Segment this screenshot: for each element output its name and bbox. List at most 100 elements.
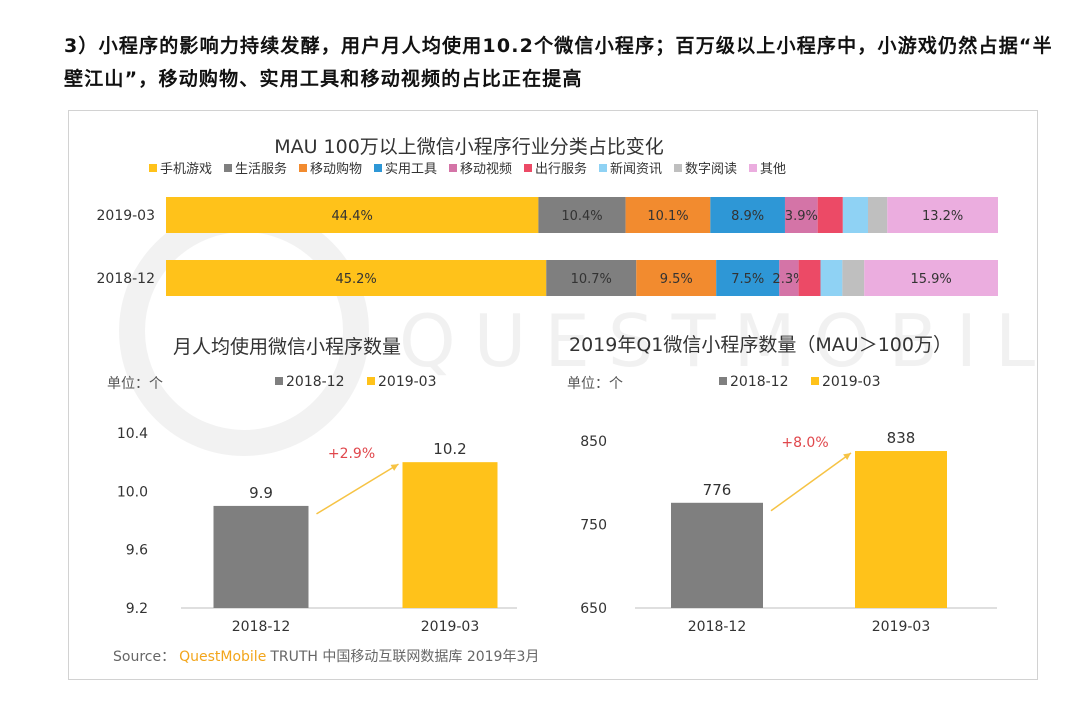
stacked-data-label: 13.2%	[922, 209, 963, 224]
stacked-segment	[842, 197, 868, 233]
column-value-label: 838	[887, 429, 916, 447]
stacked-category-label: 2019-03	[97, 208, 156, 224]
chart-panel: QUESTMOBILE MAU 100万以上微信小程序行业分类占比变化 手机游戏…	[68, 110, 1080, 680]
stacked-segment	[779, 260, 799, 296]
stacked-segment	[716, 260, 780, 296]
legend-swatch	[599, 164, 607, 172]
legend-label: 出行服务	[535, 161, 587, 177]
legend-swatch	[524, 164, 532, 172]
legend-swatch	[811, 377, 819, 385]
source-label: Source：	[113, 649, 175, 665]
stacked-data-label: 2.3%	[772, 272, 805, 287]
mini-program-count-chart-title: 2019年Q1微信小程序数量（MAU＞100万）	[569, 334, 952, 356]
legend-label: 2018-12	[730, 374, 789, 390]
stacked-segment	[784, 197, 818, 233]
legend-label: 其他	[760, 162, 786, 177]
growth-label: +8.0%	[781, 435, 828, 451]
monthly-usage-chart: 2018-12 2019-03 9.2 9.6 10.0 10.4 9.9 2018-12 10…	[117, 374, 517, 635]
legend-swatch	[367, 377, 375, 385]
growth-arrow-head-icon	[390, 464, 399, 471]
legend-swatch	[299, 164, 307, 172]
mini-program-count-chart: 2018-12 2019-03 650 750 850 776 2018-12 838 2019…	[580, 374, 997, 635]
column-value-label: 9.9	[249, 484, 273, 502]
stacked-segment	[636, 260, 717, 296]
watermark-logo-icon	[119, 206, 369, 456]
source-text: TRUTH 中国移动互联网数据库 2019年3月	[269, 649, 539, 665]
column-bar	[402, 462, 498, 608]
stacked-data-label: 10.4%	[561, 209, 602, 224]
stacked-segment	[798, 260, 821, 296]
stacked-segment	[710, 197, 785, 233]
growth-arrow-head-icon	[843, 453, 851, 461]
stacked-category-label: 2018-12	[97, 271, 156, 287]
stacked-segment	[166, 197, 539, 233]
stacked-segment	[887, 197, 998, 233]
legend-swatch	[374, 164, 382, 172]
column-bar	[671, 502, 763, 608]
column-bar	[213, 505, 309, 608]
stacked-segment	[820, 260, 843, 296]
source-brand: QuestMobile	[179, 649, 266, 665]
y-tick-label: 850	[580, 434, 607, 450]
y-tick-label: 10.4	[117, 426, 148, 442]
legend-label: 生活服务	[235, 161, 287, 177]
x-category-label: 2018-12	[688, 619, 747, 635]
legend-swatch	[674, 164, 682, 172]
legend-label: 2019-03	[822, 374, 881, 390]
growth-label: +2.9%	[328, 446, 375, 462]
stacked-chart-title: MAU 100万以上微信小程序行业分类占比变化	[274, 136, 664, 158]
legend-label: 数字阅读	[685, 162, 737, 177]
y-tick-label: 650	[580, 601, 607, 617]
stacked-segment	[842, 260, 865, 296]
legend-label: 新闻资讯	[610, 161, 662, 177]
source-line: Source： QuestMobile TRUTH 中国移动互联网数据库 2019年…	[113, 649, 539, 665]
stacked-segment	[864, 260, 998, 296]
stacked-segment	[625, 197, 711, 233]
stacked-data-label: 8.9%	[731, 209, 764, 224]
stacked-data-label: 10.7%	[571, 272, 612, 287]
x-category-label: 2019-03	[872, 619, 931, 635]
stacked-segment	[538, 197, 626, 233]
growth-arrow-line	[316, 463, 399, 515]
y-tick-label: 9.6	[126, 543, 148, 559]
watermark: QUESTMOBILE	[119, 206, 1080, 456]
x-category-label: 2019-03	[421, 619, 480, 635]
y-tick-label: 9.2	[126, 601, 148, 617]
y-tick-label: 750	[580, 518, 607, 534]
growth-arrow-line	[770, 452, 852, 512]
legend-label: 2019-03	[378, 374, 437, 390]
stacked-data-label: 45.2%	[335, 272, 376, 287]
stacked-data-label: 15.9%	[910, 272, 951, 287]
monthly-usage-chart-title: 月人均使用微信小程序数量	[173, 336, 401, 358]
legend-label: 移动视频	[460, 162, 512, 177]
legend-swatch	[749, 164, 757, 172]
headline: 3）小程序的影响力持续发酵，用户月人均使用10.2个微信小程序；百万级以上小程序…	[64, 35, 1053, 90]
legend-swatch	[449, 164, 457, 172]
column-value-label: 10.2	[433, 440, 466, 458]
stacked-data-label: 3.9%	[785, 209, 818, 224]
column-value-label: 776	[703, 481, 732, 499]
y-tick-label: 10.0	[117, 484, 148, 500]
monthly-usage-unit-label: 单位：个	[107, 376, 163, 392]
watermark-text: QUESTMOBILE	[399, 299, 1037, 383]
stacked-segment	[166, 260, 547, 296]
legend-swatch	[149, 164, 157, 172]
legend-label: 2018-12	[286, 374, 345, 390]
stacked-segment	[868, 197, 888, 233]
legend-swatch	[224, 164, 232, 172]
x-category-label: 2018-12	[232, 619, 291, 635]
legend-swatch	[275, 377, 283, 385]
stacked-data-label: 7.5%	[731, 272, 764, 287]
mini-program-count-unit-label: 单位：个	[567, 376, 623, 392]
stacked-chart-legend: 手机游戏 生活服务 移动购物 实用工具 移动视频 出行服务 新闻资讯 数字阅读 其他	[149, 161, 786, 177]
stacked-data-label: 10.1%	[647, 209, 688, 224]
legend-swatch	[719, 377, 727, 385]
legend-label: 手机游戏	[160, 162, 212, 177]
stacked-bars: 2019-03 44.4% 10.4% 10.1% 8.9% 3.9% 13.2% 2018-…	[97, 197, 998, 296]
legend-label: 实用工具	[385, 162, 437, 177]
stacked-segment	[546, 260, 637, 296]
stacked-data-label: 44.4%	[332, 209, 373, 224]
stacked-segment	[817, 197, 843, 233]
legend-label: 移动购物	[310, 161, 362, 177]
chart-canvas: QUESTMOBILE MAU 100万以上微信小程序行业分类占比变化 手机游戏…	[97, 136, 1080, 665]
